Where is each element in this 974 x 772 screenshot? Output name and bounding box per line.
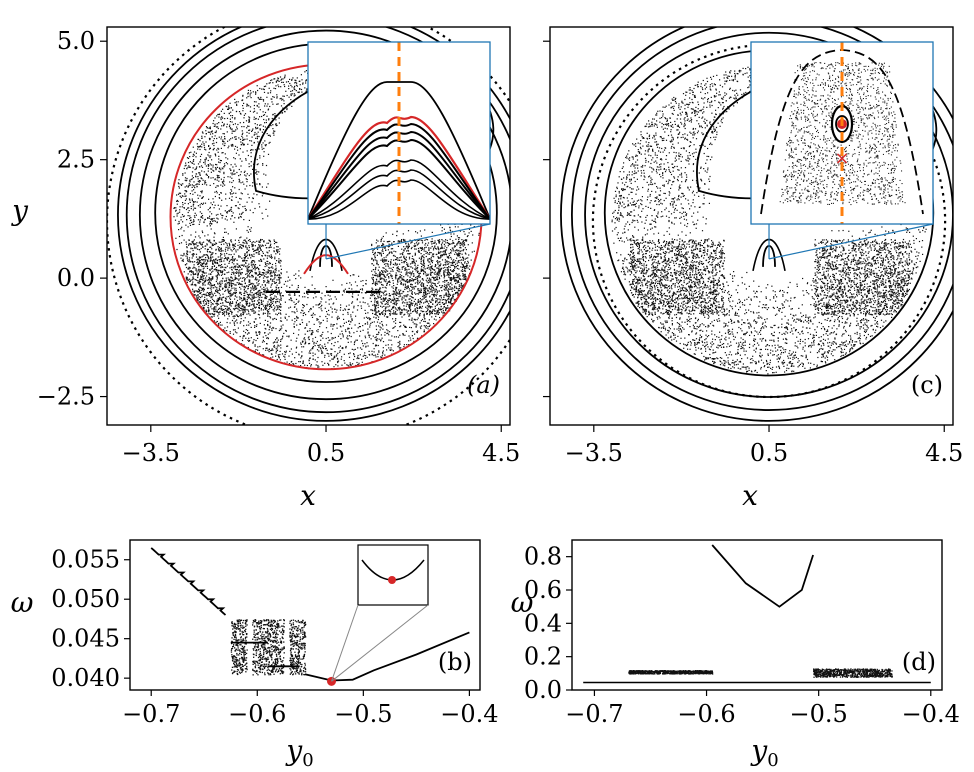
xlabel-d: y0: [749, 734, 778, 771]
x-tick-label: 0.5: [307, 439, 345, 467]
inset-connector: [325, 223, 491, 260]
inset-frame: [750, 41, 934, 225]
inset-content: ×: [760, 42, 924, 224]
omega-chaotic-band: [230, 619, 307, 676]
x-tick-label: −3.5: [565, 439, 623, 467]
x-tick-label: −0.5: [334, 700, 392, 728]
axes-frame-a: [106, 26, 511, 426]
y-tick-label: 0.050: [51, 585, 120, 613]
ticks-a: −3.5 0.5 4.5 5.0 2.5 0.0 −2.5: [37, 27, 521, 467]
y-tick-label: 5.0: [57, 27, 95, 55]
panel-label-b: (b): [438, 648, 472, 676]
y-tick-label: −2.5: [37, 383, 95, 411]
omega-low-band: [813, 668, 893, 678]
panel-label-a: (a): [467, 371, 500, 399]
x-tick-label: −0.7: [565, 700, 623, 728]
ticks-d: −0.7 −0.6 −0.5 −0.4 0.8 0.6 0.4 0.2 0.0: [524, 543, 960, 728]
chaotic-sea: [173, 68, 481, 370]
dotted-invariant-curve: [591, 43, 947, 399]
ylabel-b: ω: [11, 586, 34, 619]
chaotic-sea: [611, 64, 927, 375]
x-tick-label: 4.5: [482, 439, 520, 467]
inset-curve: [308, 159, 490, 220]
omega-low-band: [628, 670, 714, 675]
ylabel-d: ω: [511, 586, 534, 619]
xlabel-b-sub: 0: [302, 750, 313, 771]
y-tick-label: 0.6: [524, 576, 562, 604]
panel-label-c: (c): [911, 371, 943, 399]
xlabel-b: y0: [284, 734, 313, 771]
omega-arc: [711, 544, 814, 608]
panel-c: × −3.5 0.5 4.5 x (c): [543, 26, 963, 512]
invariant-curve: [117, 27, 510, 422]
xlabel-d-sub: 0: [767, 750, 778, 771]
inset-content: [308, 42, 490, 224]
omega-right-branch: [304, 631, 470, 682]
x-tick-label: −0.4: [440, 700, 498, 728]
ticks-b: −0.7 −0.6 −0.5 −0.4 0.055 0.050 0.045 0.040: [51, 546, 498, 728]
y-tick-label: 0.055: [51, 546, 120, 574]
xlabel-c: x: [742, 479, 758, 512]
inset-curve: [308, 81, 490, 220]
inset-connector: [768, 223, 934, 260]
inset-a: [307, 41, 491, 260]
invariant-curve: [125, 27, 510, 414]
frequency-plot-b: [150, 547, 470, 686]
panel-d: −0.7 −0.6 −0.5 −0.4 0.8 0.6 0.4 0.2 0.0 y0 ω (d): [511, 539, 960, 771]
x-tick-label: −0.5: [790, 700, 848, 728]
inset-b-connector: [331, 604, 429, 682]
inset-b-point: [388, 576, 396, 584]
x-tick-label: 0.5: [750, 439, 788, 467]
y-tick-label: 0.0: [57, 264, 95, 292]
x-tick-label: −0.6: [228, 700, 286, 728]
inset-frame: [307, 41, 491, 225]
inset-b-connector: [331, 604, 359, 682]
y-tick-label: 0.4: [524, 609, 562, 637]
x-tick-label: −0.7: [122, 700, 180, 728]
x-tick-label: −0.6: [677, 700, 735, 728]
y-tick-label: 0.2: [524, 643, 562, 671]
x-tick-label: −3.5: [122, 439, 180, 467]
frequency-plot-d: [583, 544, 931, 684]
y-tick-label: 0.040: [51, 664, 120, 692]
axes-frame-c: [549, 26, 954, 426]
ticks-c: −3.5 0.5 4.5: [543, 40, 963, 467]
invariant-curve: [560, 27, 953, 422]
inset-b-frame: [357, 544, 429, 606]
panel-a: −3.5 0.5 4.5 5.0 2.5 0.0 −2.5 x y (a): [10, 26, 521, 512]
inset-c: ×: [750, 41, 934, 260]
invariant-curve: [139, 29, 510, 401]
y-tick-label: 2.5: [57, 146, 95, 174]
inset-b: [331, 544, 429, 682]
x-tick-label: 4.5: [925, 439, 963, 467]
y-tick-label: 0.8: [524, 543, 562, 571]
y-tick-label: 0.0: [524, 676, 562, 704]
omega-left-branch: [150, 547, 227, 616]
ylabel-a: y: [10, 194, 29, 227]
xlabel-a: x: [300, 479, 316, 512]
inset-red-cross: ×: [834, 148, 849, 169]
invariant-curve: [571, 27, 953, 411]
panel-label-d: (d): [902, 648, 936, 676]
axes-frame-d: [571, 539, 943, 691]
x-tick-label: −0.4: [902, 700, 960, 728]
y-tick-label: 0.045: [51, 625, 120, 653]
axes-frame-b: [129, 539, 481, 691]
